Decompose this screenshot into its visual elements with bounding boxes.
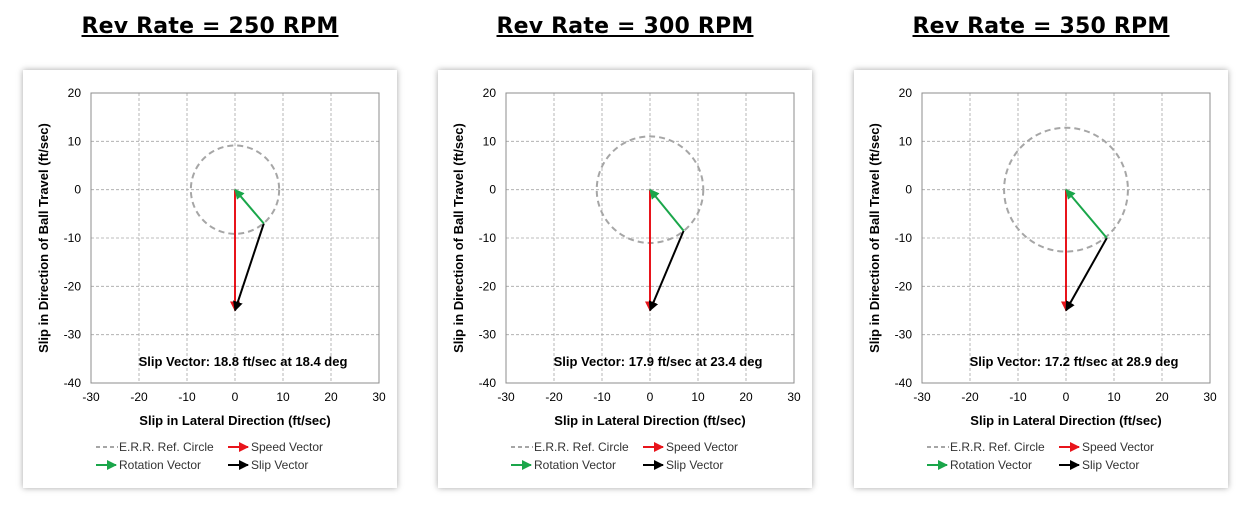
x-tick-label: -30 <box>913 390 931 404</box>
chart-title-350: Rev Rate = 350 RPM <box>912 14 1170 39</box>
err-ref-circle <box>1003 126 1129 253</box>
chart-title-250: Rev Rate = 250 RPM <box>81 14 339 39</box>
legend-label: Slip Vector <box>666 458 723 472</box>
x-axis-label: Slip in Lateral Direction (ft/sec) <box>554 413 745 428</box>
x-tick-label: -30 <box>82 390 100 404</box>
x-tick-label: 20 <box>324 390 338 404</box>
chart-card-300: -30 -20 -10 0 10 20 30 20 10 0 -10 -20 -30 -40 Slip in… <box>438 70 812 488</box>
x-tick-label: -30 <box>497 390 515 404</box>
chart-title-300: Rev Rate = 300 RPM <box>496 14 754 39</box>
x-tick-label: -20 <box>961 390 979 404</box>
slip-vector <box>233 223 265 312</box>
y-tick-label: -30 <box>895 328 913 342</box>
y-axis-label: Slip in Direction of Ball Travel (ft/sec… <box>867 123 882 353</box>
legend-label: E.R.R. Ref. Circle <box>534 440 629 454</box>
chart-card-250: -30 -20 -10 0 10 20 30 20 10 0 -10 -20 -30 -40 Slip in… <box>23 70 397 488</box>
slip-vector <box>1065 237 1108 312</box>
slip-vector-annotation: Slip Vector: 18.8 ft/sec at 18.4 deg <box>139 354 348 369</box>
y-tick-label: -20 <box>64 279 82 293</box>
x-tick-label: -10 <box>593 390 611 404</box>
legend-label: Slip Vector <box>251 458 308 472</box>
y-axis-label: Slip in Direction of Ball Travel (ft/sec… <box>36 123 51 353</box>
y-tick-label: -40 <box>895 376 913 390</box>
rotation-vector <box>1065 188 1108 239</box>
chart-card-350: -30 -20 -10 0 10 20 30 20 10 0 -10 -20 -30 -40 Slip in… <box>854 70 1228 488</box>
plot-area <box>505 92 795 384</box>
legend-label: Slip Vector <box>1082 458 1139 472</box>
x-tick-label: 10 <box>1107 390 1121 404</box>
y-tick-label: 20 <box>483 86 497 100</box>
y-tick-label: 20 <box>899 86 913 100</box>
legend-label: Rotation Vector <box>534 458 616 472</box>
x-axis-label: Slip in Lateral Direction (ft/sec) <box>139 413 330 428</box>
legend-label: Speed Vector <box>251 440 323 454</box>
legend-label: Speed Vector <box>666 440 738 454</box>
plot-area <box>921 92 1211 384</box>
legend-label: Rotation Vector <box>950 458 1032 472</box>
x-tick-label: 20 <box>739 390 753 404</box>
slip-vector <box>648 230 685 312</box>
x-tick-label: 0 <box>647 390 654 404</box>
y-axis-label: Slip in Direction of Ball Travel (ft/sec… <box>451 123 466 353</box>
legend-label: Rotation Vector <box>119 458 201 472</box>
rotation-vector <box>649 188 685 232</box>
x-tick-label: 30 <box>787 390 801 404</box>
y-tick-label: 10 <box>68 134 82 148</box>
y-tick-label: -10 <box>895 231 913 245</box>
legend: E.R.R. Ref. Circle Speed Vector Rotation V… <box>511 440 738 472</box>
slip-vector-annotation: Slip Vector: 17.9 ft/sec at 23.4 deg <box>554 354 763 369</box>
x-tick-label: -20 <box>130 390 148 404</box>
y-tick-label: -40 <box>479 376 497 390</box>
x-tick-label: 10 <box>276 390 290 404</box>
legend-label: E.R.R. Ref. Circle <box>950 440 1045 454</box>
x-tick-label: 30 <box>372 390 386 404</box>
y-tick-label: 10 <box>483 134 497 148</box>
x-tick-label: 10 <box>691 390 705 404</box>
legend: E.R.R. Ref. Circle Speed Vector Rotation V… <box>927 440 1154 472</box>
y-tick-label: -30 <box>479 328 497 342</box>
y-tick-label: -10 <box>479 231 497 245</box>
y-tick-label: 0 <box>74 183 81 197</box>
x-tick-label: -10 <box>1009 390 1027 404</box>
y-tick-label: 20 <box>68 86 82 100</box>
x-tick-label: -10 <box>178 390 196 404</box>
y-tick-label: -20 <box>479 279 497 293</box>
x-tick-label: 0 <box>1063 390 1070 404</box>
x-tick-label: 30 <box>1203 390 1217 404</box>
x-tick-label: 20 <box>1155 390 1169 404</box>
slip-vector-annotation: Slip Vector: 17.2 ft/sec at 28.9 deg <box>970 354 1179 369</box>
y-tick-label: -40 <box>64 376 82 390</box>
y-tick-label: 10 <box>899 134 913 148</box>
rotation-vector <box>234 188 265 225</box>
legend: E.R.R. Ref. Circle Speed Vector Rotation V… <box>96 440 323 472</box>
y-tick-label: 0 <box>489 183 496 197</box>
legend-label: E.R.R. Ref. Circle <box>119 440 214 454</box>
x-axis-label: Slip in Lateral Direction (ft/sec) <box>970 413 1161 428</box>
x-tick-label: 0 <box>232 390 239 404</box>
plot-area <box>90 92 380 384</box>
y-tick-label: -20 <box>895 279 913 293</box>
legend-label: Speed Vector <box>1082 440 1154 454</box>
y-tick-label: -10 <box>64 231 82 245</box>
y-tick-label: -30 <box>64 328 82 342</box>
y-tick-label: 0 <box>905 183 912 197</box>
x-tick-label: -20 <box>545 390 563 404</box>
err-ref-circle <box>189 144 281 235</box>
